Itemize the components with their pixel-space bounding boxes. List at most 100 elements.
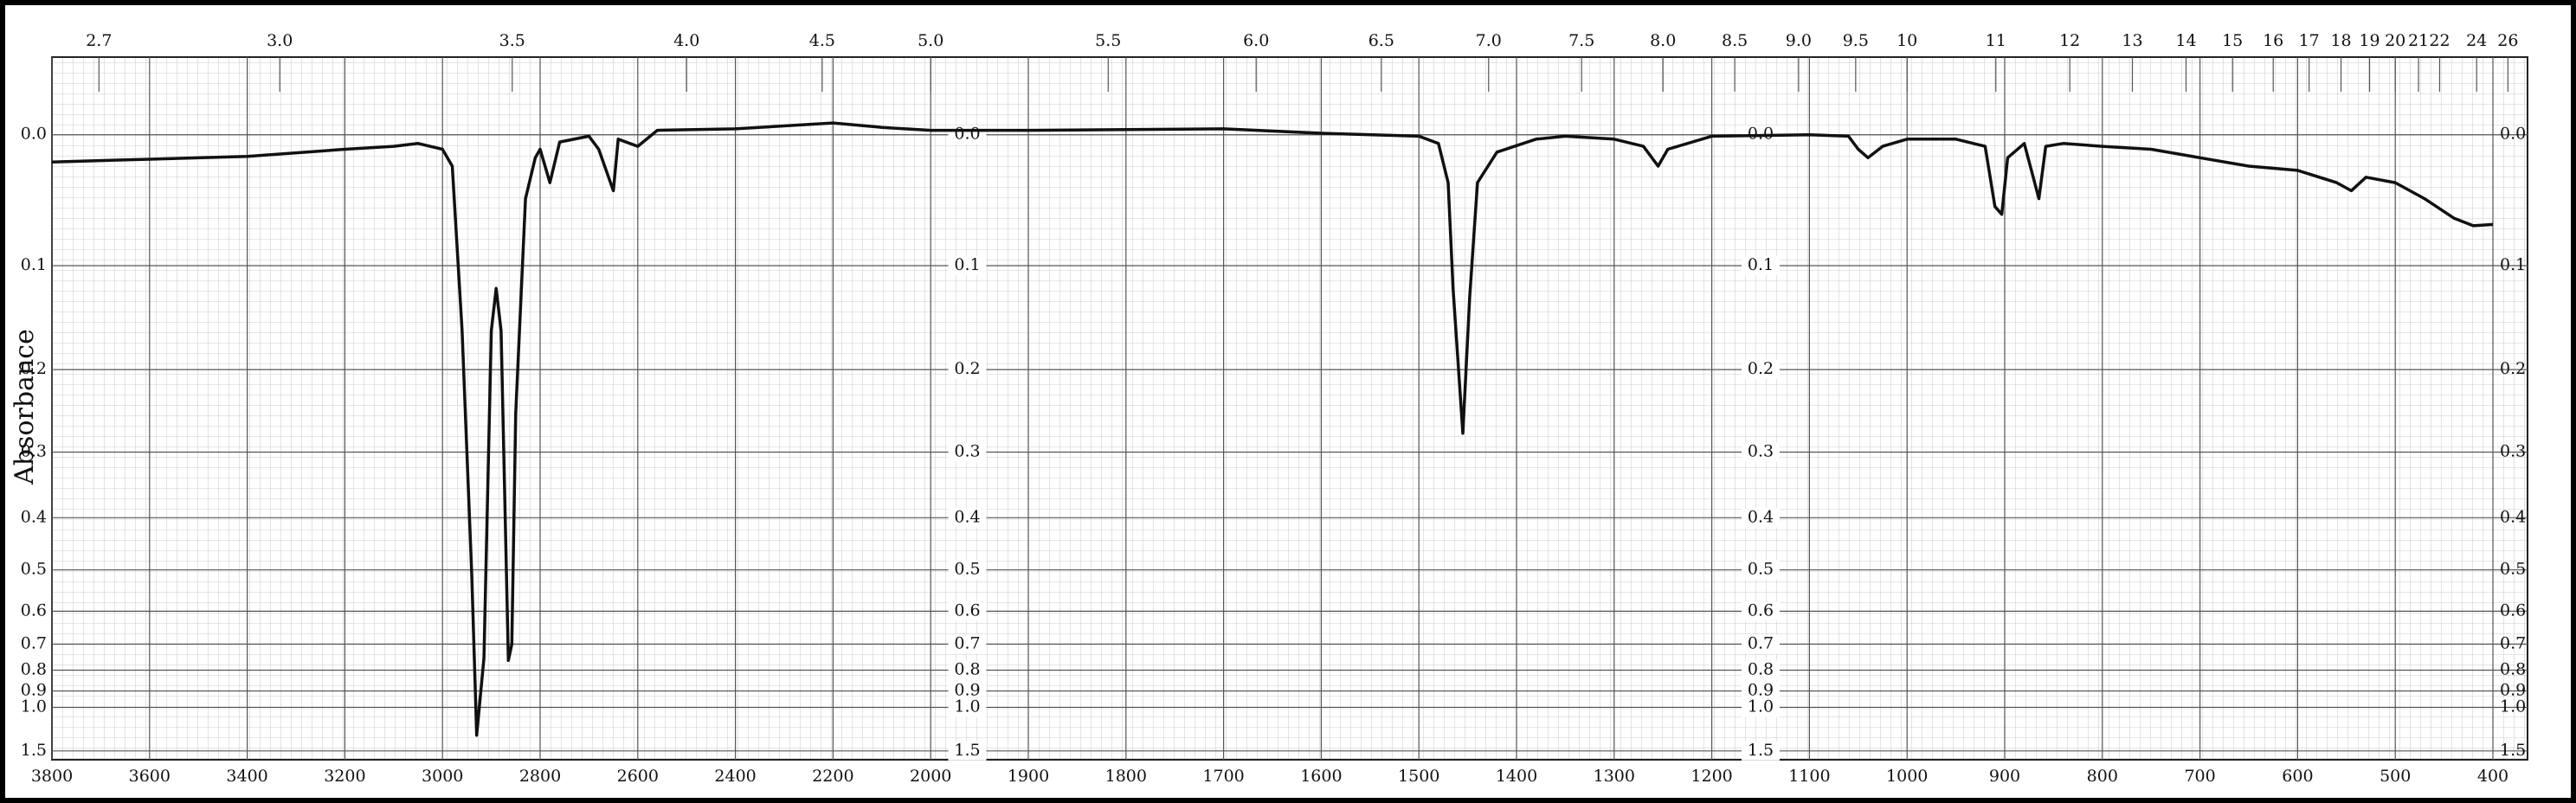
y-tick-label: 0.8 — [2500, 660, 2526, 679]
x-tick-label: 500 — [2380, 767, 2411, 786]
x-tick-label: 2000 — [910, 767, 951, 786]
y-tick-label: 0.1 — [2500, 255, 2526, 274]
y-tick-label: 0.0 — [21, 125, 47, 144]
x2-tick-label: 6.5 — [1368, 31, 1394, 50]
y-tick-label: 0.0 — [954, 125, 980, 144]
x2-tick-label: 12 — [2059, 31, 2080, 50]
x2-tick-label: 8.0 — [1650, 31, 1676, 50]
y-tick-label: 0.6 — [21, 601, 47, 620]
y-tick-label: 0.7 — [21, 633, 47, 652]
y-tick-label: 0.4 — [1748, 507, 1774, 526]
x2-tick-label: 6.0 — [1243, 31, 1269, 50]
x-tick-label: 2800 — [519, 767, 561, 786]
x2-tick-label: 19 — [2359, 31, 2380, 50]
x2-tick-label: 2.7 — [86, 31, 112, 50]
y-tick-label: 0.2 — [2500, 359, 2526, 378]
x2-tick-label: 4.5 — [809, 31, 835, 50]
x-tick-label: 1900 — [1008, 767, 1049, 786]
x-tick-label: 2400 — [714, 767, 756, 786]
x2-tick-label: 9.5 — [1843, 31, 1869, 50]
x-tick-label: 600 — [2282, 767, 2313, 786]
x2-tick-label: 17 — [2299, 31, 2320, 50]
x-tick-label: 1200 — [1690, 767, 1732, 786]
y-tick-label: 0.6 — [1748, 601, 1774, 620]
label-backdrop — [948, 681, 987, 701]
x2-tick-label: 26 — [2497, 31, 2518, 50]
y-axis-title: Absorbance — [10, 329, 40, 485]
x-tick-label: 1500 — [1398, 767, 1439, 786]
y-tick-label: 0.9 — [21, 681, 47, 700]
y-tick-label: 0.3 — [2500, 442, 2526, 461]
label-backdrop — [1742, 560, 1780, 580]
x2-tick-label: 4.0 — [673, 31, 699, 50]
y-tick-label: 0.1 — [1748, 255, 1774, 274]
label-backdrop — [948, 508, 987, 528]
y-tick-label: 0.4 — [954, 507, 980, 526]
x-tick-label: 800 — [2087, 767, 2118, 786]
label-backdrop — [1742, 442, 1780, 462]
x-tick-label: 400 — [2477, 767, 2508, 786]
y-tick-label: 0.8 — [21, 660, 47, 679]
x2-tick-label: 7.0 — [1476, 31, 1502, 50]
x-tick-label: 2600 — [617, 767, 659, 786]
x2-tick-label: 11 — [1986, 31, 2006, 50]
label-backdrop — [948, 560, 987, 580]
y-tick-label: 0.9 — [954, 681, 980, 700]
x2-tick-label: 21 — [2408, 31, 2429, 50]
x-tick-label: 3200 — [324, 767, 365, 786]
x-tick-label: 1600 — [1300, 767, 1342, 786]
y-tick-label: 0.5 — [954, 560, 980, 579]
x2-tick-label: 18 — [2330, 31, 2351, 50]
label-backdrop — [1742, 660, 1780, 680]
x2-tick-label: 14 — [2175, 31, 2196, 50]
label-backdrop — [1742, 601, 1780, 621]
x2-tick-label: 24 — [2466, 31, 2487, 50]
y-tick-label: 0.9 — [2500, 681, 2526, 700]
x-tick-label: 700 — [2184, 767, 2215, 786]
y-tick-label: 0.7 — [954, 633, 980, 652]
minor-grid — [52, 57, 2528, 760]
x2-tick-label: 3.5 — [499, 31, 525, 50]
label-backdrop — [1742, 508, 1780, 528]
x2-tick-label: 5.5 — [1095, 31, 1121, 50]
x2-tick-label: 10 — [1897, 31, 1917, 50]
x2-tick-label: 16 — [2263, 31, 2283, 50]
y-tick-label: 0.9 — [1748, 681, 1774, 700]
y-tick-label: 0.7 — [2500, 633, 2526, 652]
y-tick-label: 0.5 — [1748, 560, 1774, 579]
x-tick-label: 3600 — [129, 767, 171, 786]
label-backdrop — [948, 634, 987, 654]
y-tick-label: 1.0 — [2500, 697, 2526, 716]
y-tick-label: 0.3 — [954, 442, 980, 461]
label-backdrop — [1742, 681, 1780, 701]
y-tick-label: 0.4 — [21, 507, 47, 526]
label-backdrop — [1742, 697, 1780, 717]
y-tick-label: 1.0 — [21, 697, 47, 716]
y-tick-label: 0.8 — [954, 660, 980, 679]
x-tick-label: 2200 — [812, 767, 853, 786]
x-tick-label: 1100 — [1788, 767, 1830, 786]
x2-tick-label: 5.0 — [918, 31, 943, 50]
x-tick-label: 1800 — [1105, 767, 1147, 786]
spectrum-line — [51, 121, 2494, 737]
label-backdrop — [1742, 634, 1780, 654]
y-tick-label: 0.1 — [21, 255, 47, 274]
x-tick-label: 3400 — [226, 767, 267, 786]
x2-tick-label: 15 — [2222, 31, 2243, 50]
x2-tick-label: 9.0 — [1786, 31, 1812, 50]
label-backdrop — [1742, 360, 1780, 380]
x-tick-label: 1400 — [1496, 767, 1537, 786]
x-tick-label: 1000 — [1886, 767, 1928, 786]
y-tick-label: 1.5 — [954, 741, 980, 760]
y-tick-label: 1.5 — [21, 741, 47, 760]
x2-tick-label: 20 — [2385, 31, 2405, 50]
label-backdrop — [948, 741, 987, 761]
y-tick-label: 0.6 — [954, 601, 980, 620]
y-tick-label: 0.3 — [1748, 442, 1774, 461]
y-tick-label: 0.2 — [21, 359, 47, 378]
y-tick-label: 0.8 — [1748, 660, 1774, 679]
label-backdrop — [1742, 741, 1780, 761]
y-tick-label: 1.0 — [954, 697, 980, 716]
y-tick-label: 0.3 — [21, 442, 47, 461]
